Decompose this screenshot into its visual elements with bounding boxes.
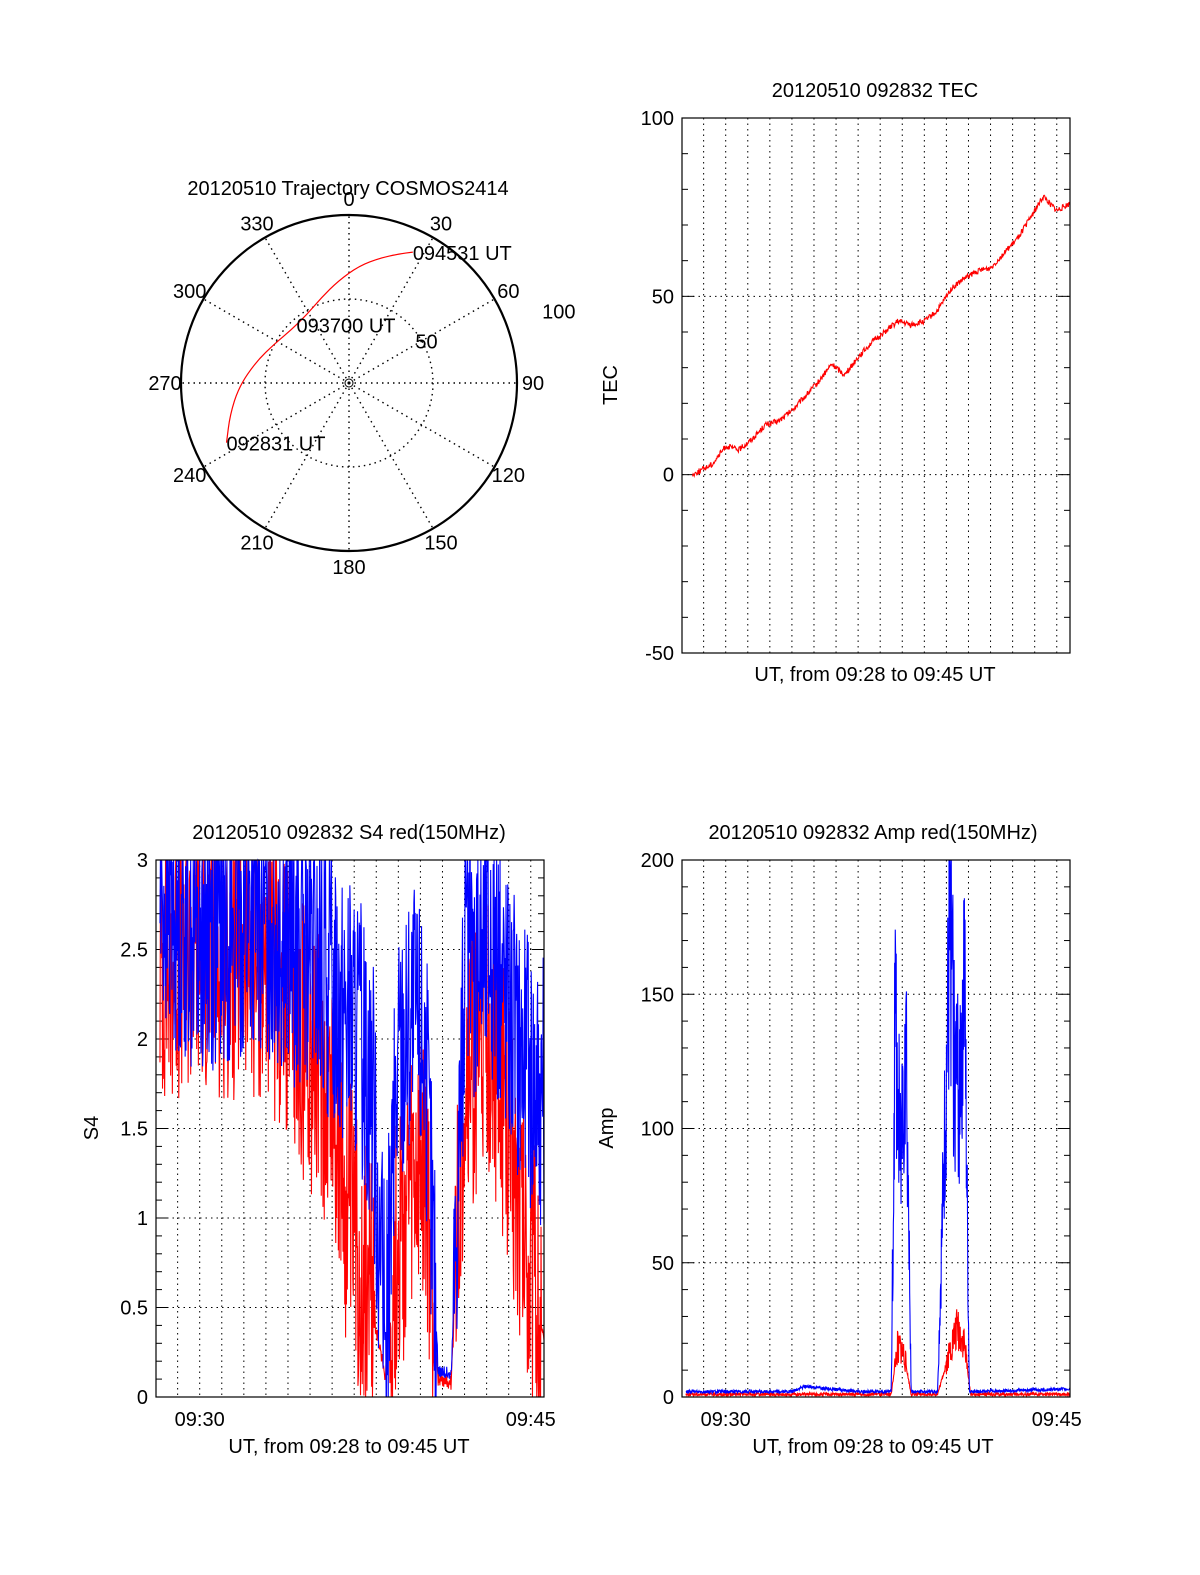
polar-spoke-300 xyxy=(203,298,350,384)
y-tick-label: 150 xyxy=(641,984,674,1006)
y-tick-label: 50 xyxy=(652,286,674,308)
s4-title: 20120510 092832 S4 red(150MHz) xyxy=(192,822,506,844)
polar-spoke-30 xyxy=(348,237,434,384)
polar-outer-circle xyxy=(179,213,519,553)
polar-azimuth-label: 180 xyxy=(332,557,365,579)
polar-spoke-150 xyxy=(348,382,434,529)
amp-ylabel: Amp xyxy=(596,1107,618,1148)
s4-plot-area: 0 0.5 1 1.5 2 2.5 3 09:30 09:45 xyxy=(120,850,556,1431)
tec-plot-area: -50 0 50 100 xyxy=(641,108,1071,665)
y-tick-label: 0 xyxy=(663,465,674,487)
tec-title: 20120510 092832 TEC xyxy=(772,80,978,102)
plot-frame xyxy=(681,117,1071,654)
tec-xlabel: UT, from 09:28 to 09:45 UT xyxy=(754,664,995,686)
tec-ylabel: TEC xyxy=(600,365,622,405)
y-tick-label: 2.5 xyxy=(120,940,148,962)
series-line xyxy=(159,858,545,1398)
x-tick-label: 09:45 xyxy=(1032,1409,1082,1431)
trajectory-time-label: 093700 UT xyxy=(297,316,396,338)
x-tick-label: 09:30 xyxy=(175,1409,225,1431)
polar-azimuth-label: 240 xyxy=(173,465,206,487)
amp-plot: 20120510 092832 Amp red(150MHz) UT, from… xyxy=(596,822,1082,1458)
polar-trajectory: 092831 UT 093700 UT 094531 UT xyxy=(225,243,512,456)
polar-grid xyxy=(179,213,519,553)
y-tick-label: -50 xyxy=(645,643,674,665)
polar-azimuth-label: 300 xyxy=(173,281,206,303)
trajectory-line xyxy=(225,251,413,443)
s4-ylabel: S4 xyxy=(81,1116,103,1140)
polar-spoke-210 xyxy=(264,382,350,529)
trajectory-time-label: 092831 UT xyxy=(227,434,326,456)
y-tick-label: 2 xyxy=(137,1029,148,1051)
polar-spoke-240 xyxy=(203,382,350,468)
polar-radial-label: 50 xyxy=(415,332,437,354)
polar-title: 20120510 Trajectory COSMOS2414 xyxy=(187,178,508,200)
series-line xyxy=(159,859,545,1398)
plot-frame xyxy=(681,859,1071,1398)
y-tick-label: 0 xyxy=(137,1387,148,1409)
polar-azimuth-label: 30 xyxy=(430,214,452,236)
polar-spoke-60 xyxy=(348,298,495,384)
polar-azimuth-label: 270 xyxy=(148,373,181,395)
y-tick-label: 200 xyxy=(641,850,674,872)
amp-title: 20120510 092832 Amp red(150MHz) xyxy=(708,822,1037,844)
polar-azimuth-label: 90 xyxy=(522,373,544,395)
y-tick-label: 0 xyxy=(663,1387,674,1409)
polar-radial-label: 100 xyxy=(542,302,575,324)
y-tick-label: 100 xyxy=(641,1119,674,1141)
polar-azimuth-label: 60 xyxy=(497,281,519,303)
s4-xlabel: UT, from 09:28 to 09:45 UT xyxy=(228,1436,469,1458)
y-tick-label: 0.5 xyxy=(120,1298,148,1320)
polar-azimuth-labels: 0 30 60 90 120 150 180 210 240 270 300 330 50 100 xyxy=(148,189,575,579)
amp-xlabel: UT, from 09:28 to 09:45 UT xyxy=(752,1436,993,1458)
polar-spoke-120 xyxy=(348,382,495,468)
series-line xyxy=(685,859,1071,1396)
series-line xyxy=(685,1309,1071,1398)
y-tick-label: 100 xyxy=(641,108,674,130)
polar-trajectory-plot: 20120510 Trajectory COSMOS2414 0 30 60 90 12… xyxy=(148,178,575,579)
polar-azimuth-label: 150 xyxy=(424,532,457,554)
y-tick-label: 50 xyxy=(652,1253,674,1275)
trajectory-time-label: 094531 UT xyxy=(413,243,512,265)
y-tick-label: 1 xyxy=(137,1208,148,1230)
polar-azimuth-label: 210 xyxy=(240,532,273,554)
x-tick-label: 09:45 xyxy=(506,1409,556,1431)
s4-plot: 20120510 092832 S4 red(150MHz) UT, from … xyxy=(81,822,556,1458)
polar-azimuth-label: 330 xyxy=(240,214,273,236)
polar-center xyxy=(344,378,354,388)
y-tick-label: 1.5 xyxy=(120,1119,148,1141)
plot-frame xyxy=(155,859,545,1398)
polar-azimuth-label: 120 xyxy=(492,465,525,487)
polar-azimuth-label: 0 xyxy=(343,189,354,211)
tec-plot: 20120510 092832 TEC UT, from 09:28 to 09… xyxy=(600,80,1071,686)
y-tick-label: 3 xyxy=(137,850,148,872)
x-tick-label: 09:30 xyxy=(701,1409,751,1431)
polar-spoke-330 xyxy=(264,237,350,384)
amp-plot-area: 0 50 100 150 200 09:30 09:45 xyxy=(641,850,1082,1431)
series-line xyxy=(692,194,1071,478)
